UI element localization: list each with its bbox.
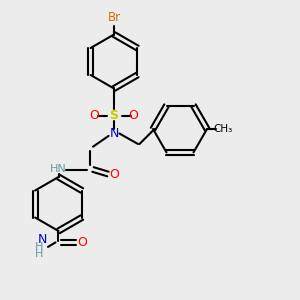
Text: S: S: [110, 109, 118, 122]
Text: Br: Br: [107, 11, 121, 24]
Text: CH₃: CH₃: [214, 124, 233, 134]
Text: H: H: [35, 249, 43, 260]
Text: O: O: [109, 167, 119, 181]
Text: O: O: [129, 109, 138, 122]
Text: HN: HN: [50, 164, 67, 175]
Text: O: O: [90, 109, 99, 122]
Text: N: N: [38, 233, 48, 246]
Text: H: H: [35, 242, 43, 252]
Text: N: N: [109, 127, 119, 140]
Text: O: O: [77, 236, 87, 249]
